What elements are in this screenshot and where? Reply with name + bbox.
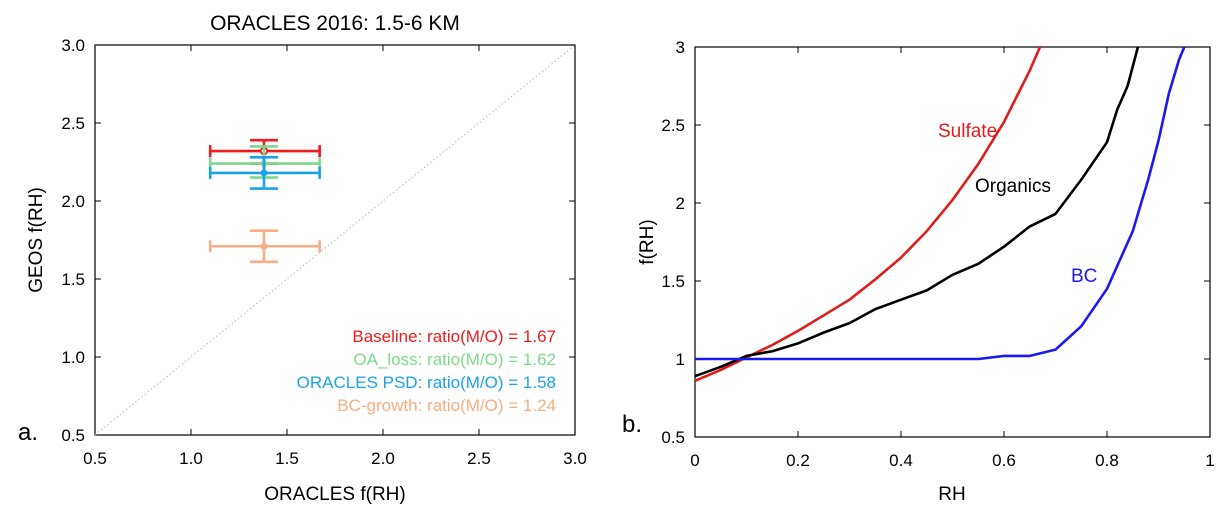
data-point-marker: [260, 242, 268, 250]
legend-entry: BC-growth: ratio(M/O) = 1.24: [337, 396, 556, 415]
bc-curve-label: BC: [1071, 266, 1097, 287]
x-tick-label: 1.0: [179, 449, 203, 468]
panel-b: 0 0.2 0.4 0.6 0.8 1 0.5 1 1.5 2 2.5 3 Sulfate Orga…: [622, 38, 1215, 505]
x-tick-label: 2.5: [467, 449, 491, 468]
x-tick-label: 0.2: [786, 451, 810, 470]
panel-a: ORACLES 2016: 1.5-6 KM 0.5 1.0 1.5 2.0 2.5 3.…: [18, 12, 587, 505]
y-tick-label: 0.5: [661, 428, 685, 447]
x-tick-label: 0.8: [1095, 451, 1119, 470]
y-tick-label: 3.0: [61, 36, 85, 55]
x-tick-label: 1: [1205, 451, 1214, 470]
y-tick-label: 2: [676, 194, 685, 213]
x-tick-label: 0: [690, 451, 699, 470]
panel-a-x-ticks: 0.5 1.0 1.5 2.0 2.5 3.0: [83, 45, 587, 468]
y-tick-label: 1.5: [661, 272, 685, 291]
y-tick-label: 2.0: [61, 192, 85, 211]
panel-b-x-ticks: 0 0.2 0.4 0.6 0.8 1: [690, 47, 1215, 470]
legend-entry: OA_loss: ratio(M/O) = 1.62: [353, 350, 556, 369]
x-tick-label: 0.5: [83, 449, 107, 468]
organics-curve: [694, 46, 1140, 378]
series-point-4: [208, 229, 321, 264]
organics-curve-label: Organics: [975, 176, 1051, 197]
sulfate-curve-label: Sulfate: [938, 121, 997, 142]
series-point-3: [208, 156, 321, 190]
panel-b-series: [694, 46, 1186, 382]
panel-a-plot-frame: [94, 44, 576, 436]
x-tick-label: 0.6: [992, 451, 1016, 470]
bc-curve: [695, 46, 1186, 361]
legend-entry: Baseline: ratio(M/O) = 1.67: [352, 327, 556, 346]
panel-b-y-axis-label: f(RH): [637, 219, 658, 264]
y-tick-label: 2.5: [61, 114, 85, 133]
sulfate-curve: [694, 46, 1042, 382]
x-tick-label: 2.0: [371, 449, 395, 468]
panel-b-x-axis-label: RH: [938, 484, 965, 505]
y-tick-label: 1.0: [61, 348, 85, 367]
y-tick-label: 0.5: [61, 426, 85, 445]
x-tick-label: 1.5: [275, 449, 299, 468]
panel-a-y-ticks: 0.5 1.0 1.5 2.0 2.5 3.0: [61, 36, 575, 445]
panel-b-plot-frame: [694, 46, 1211, 438]
panel-a-x-axis-label: ORACLES f(RH): [264, 484, 405, 505]
panel-a-title: ORACLES 2016: 1.5-6 KM: [210, 12, 460, 35]
panel-a-one-to-one-line: [94, 44, 576, 436]
panel-a-series: [208, 138, 321, 264]
x-tick-label: 0.4: [889, 451, 913, 470]
legend-entry: ORACLES PSD: ratio(M/O) = 1.58: [297, 373, 556, 392]
panel-a-legend: Baseline: ratio(M/O) = 1.67 OA_loss: rati…: [297, 327, 556, 415]
x-tick-label: 3.0: [563, 449, 587, 468]
y-tick-label: 1.5: [61, 270, 85, 289]
y-tick-label: 2.5: [661, 116, 685, 135]
panel-a-letter: a.: [18, 419, 38, 446]
panel-b-y-ticks: 0.5 1 1.5 2 2.5 3: [661, 38, 1210, 447]
data-point-marker: [260, 169, 268, 177]
y-tick-label: 3: [676, 38, 685, 57]
y-tick-label: 1: [676, 350, 685, 369]
panel-b-letter: b.: [622, 411, 642, 438]
panel-a-y-axis-label: GEOS f(RH): [26, 187, 47, 293]
